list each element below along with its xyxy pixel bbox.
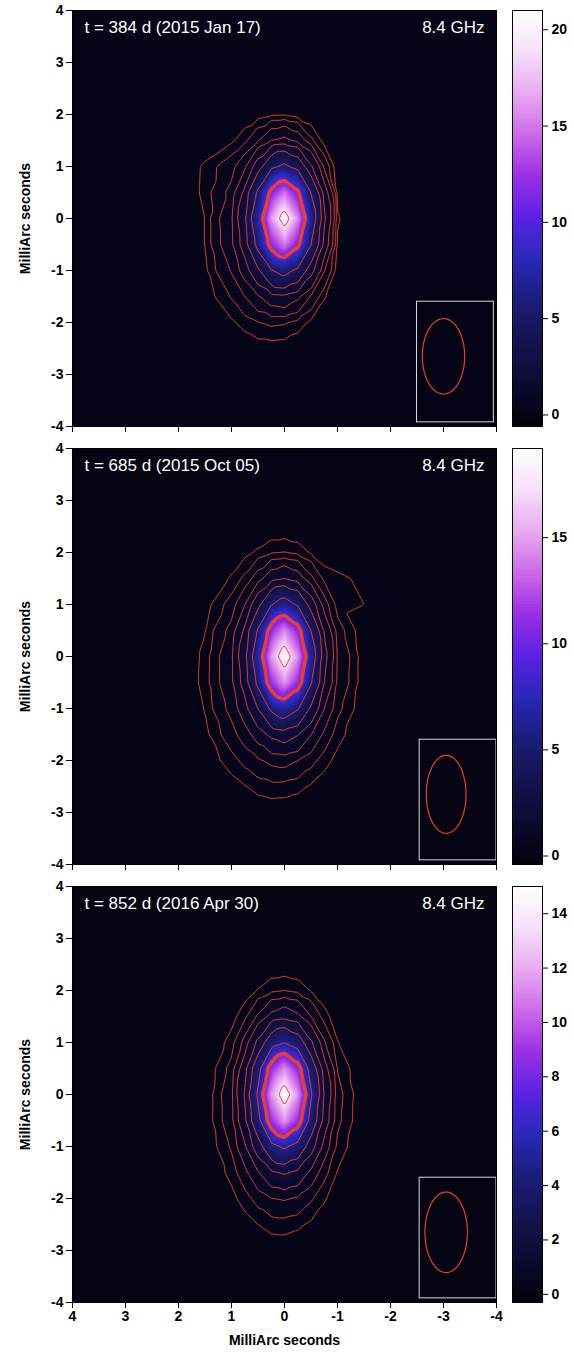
svg-text:10: 10 xyxy=(552,214,568,230)
svg-text:5: 5 xyxy=(552,741,560,757)
svg-text:-2: -2 xyxy=(384,1308,397,1324)
svg-text:2: 2 xyxy=(56,982,64,998)
svg-text:8.4 GHz: 8.4 GHz xyxy=(422,18,484,37)
svg-text:2: 2 xyxy=(56,544,64,560)
svg-text:-1: -1 xyxy=(51,1138,64,1154)
svg-text:8.4 GHz: 8.4 GHz xyxy=(422,456,484,475)
svg-text:MilliArc seconds: MilliArc seconds xyxy=(17,163,33,274)
svg-text:2: 2 xyxy=(552,1231,560,1247)
svg-text:2: 2 xyxy=(175,1308,183,1324)
svg-text:0: 0 xyxy=(281,1308,289,1324)
svg-text:8: 8 xyxy=(552,1068,560,1084)
svg-text:-2: -2 xyxy=(51,1190,64,1206)
svg-text:-2: -2 xyxy=(51,752,64,768)
svg-text:4: 4 xyxy=(56,2,64,18)
svg-text:MilliArc seconds: MilliArc seconds xyxy=(17,1039,33,1150)
svg-text:12: 12 xyxy=(552,960,568,976)
svg-text:3: 3 xyxy=(56,492,64,508)
svg-text:-3: -3 xyxy=(51,804,64,820)
svg-text:-4: -4 xyxy=(51,1294,64,1310)
svg-text:-3: -3 xyxy=(437,1308,450,1324)
svg-text:4: 4 xyxy=(69,1308,77,1324)
svg-text:-4: -4 xyxy=(51,418,64,434)
svg-text:1: 1 xyxy=(228,1308,236,1324)
svg-text:0: 0 xyxy=(56,1086,64,1102)
svg-text:-2: -2 xyxy=(51,314,64,330)
svg-text:6: 6 xyxy=(552,1123,560,1139)
svg-text:3: 3 xyxy=(56,930,64,946)
svg-text:-1: -1 xyxy=(331,1308,344,1324)
svg-text:0: 0 xyxy=(56,210,64,226)
svg-text:3: 3 xyxy=(56,54,64,70)
svg-text:0: 0 xyxy=(56,648,64,664)
svg-text:2: 2 xyxy=(56,106,64,122)
svg-text:15: 15 xyxy=(552,529,568,545)
svg-text:4: 4 xyxy=(56,878,64,894)
svg-text:20: 20 xyxy=(552,21,568,37)
svg-text:4: 4 xyxy=(56,440,64,456)
svg-text:10: 10 xyxy=(552,1014,568,1030)
svg-text:8.4 GHz: 8.4 GHz xyxy=(422,894,484,913)
svg-text:1: 1 xyxy=(56,158,64,174)
svg-text:15: 15 xyxy=(552,118,568,134)
svg-text:0: 0 xyxy=(552,1286,560,1302)
svg-text:MilliArc seconds: MilliArc seconds xyxy=(17,601,33,712)
svg-text:MilliArc seconds: MilliArc seconds xyxy=(229,1332,340,1348)
svg-text:10: 10 xyxy=(552,635,568,651)
svg-text:-4: -4 xyxy=(490,1308,503,1324)
svg-text:t = 384 d (2015 Jan 17): t = 384 d (2015 Jan 17) xyxy=(85,18,261,37)
svg-text:-1: -1 xyxy=(51,262,64,278)
svg-text:3: 3 xyxy=(122,1308,130,1324)
svg-text:4: 4 xyxy=(552,1177,560,1193)
svg-text:0: 0 xyxy=(552,406,560,422)
svg-text:t = 852 d (2016 Apr 30): t = 852 d (2016 Apr 30) xyxy=(85,894,259,913)
svg-text:1: 1 xyxy=(56,596,64,612)
svg-text:-3: -3 xyxy=(51,366,64,382)
svg-text:1: 1 xyxy=(56,1034,64,1050)
svg-text:0: 0 xyxy=(552,847,560,863)
svg-text:-3: -3 xyxy=(51,1242,64,1258)
svg-text:14: 14 xyxy=(552,905,568,921)
svg-text:-4: -4 xyxy=(51,856,64,872)
svg-text:5: 5 xyxy=(552,310,560,326)
svg-text:t = 685 d (2015 Oct 05): t = 685 d (2015 Oct 05) xyxy=(85,456,260,475)
svg-text:-1: -1 xyxy=(51,700,64,716)
